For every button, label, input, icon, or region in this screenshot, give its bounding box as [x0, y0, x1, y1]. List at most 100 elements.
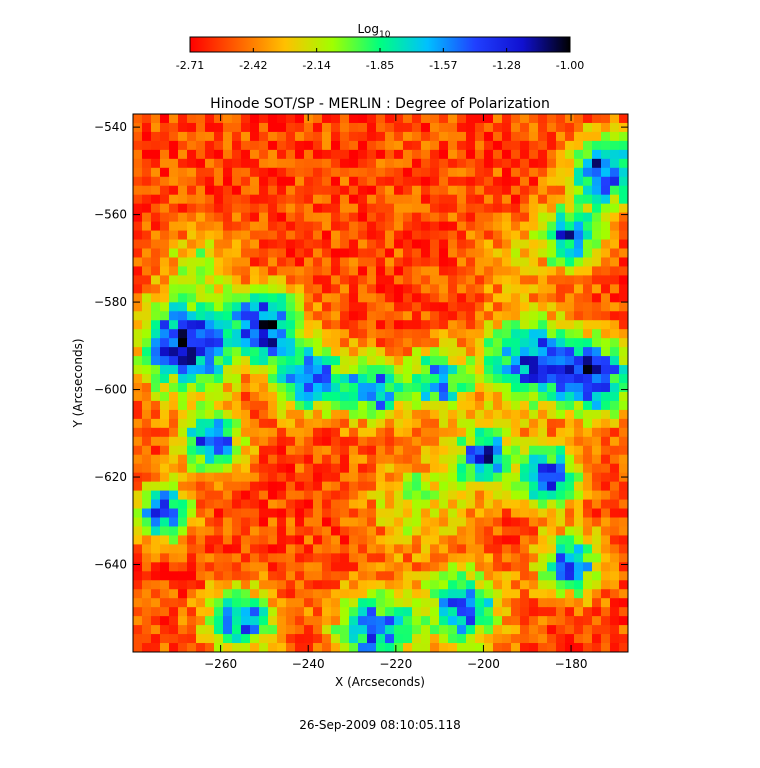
heatmap-cell [151, 257, 161, 268]
heatmap-cell [241, 203, 251, 214]
heatmap-cell [376, 481, 386, 492]
heatmap-cell [358, 643, 368, 652]
heatmap-cell [322, 140, 332, 151]
heatmap-cell [223, 194, 233, 205]
heatmap-cell [466, 400, 476, 411]
heatmap-cell [349, 347, 359, 357]
heatmap-cell [619, 158, 628, 169]
heatmap-cell [529, 149, 539, 160]
heatmap-cell [313, 257, 323, 268]
heatmap-cell [430, 643, 440, 652]
heatmap-cell [466, 580, 476, 590]
heatmap-cell [178, 122, 188, 133]
heatmap-cell [313, 338, 323, 348]
heatmap-cell [538, 562, 548, 572]
heatmap-cell [421, 374, 431, 384]
heatmap-cell [547, 616, 557, 626]
heatmap-cell [241, 472, 251, 483]
heatmap-cell [610, 338, 620, 348]
heatmap-cell [538, 284, 548, 294]
heatmap-cell [304, 365, 314, 375]
heatmap-cell [520, 347, 530, 357]
y-axis: −540−560−580−600−620−640 [94, 120, 628, 572]
heatmap-cell [241, 311, 251, 321]
heatmap-cell [358, 490, 368, 501]
heatmap-cell [403, 625, 413, 635]
heatmap-cell [394, 427, 404, 438]
heatmap-cell [385, 203, 395, 214]
heatmap-cell [160, 544, 170, 554]
heatmap-cell [133, 535, 143, 545]
heatmap-cell [502, 616, 512, 626]
heatmap-cell [169, 472, 179, 483]
heatmap-cell [430, 212, 440, 223]
heatmap-cell [268, 616, 278, 626]
heatmap-cell [610, 365, 620, 375]
heatmap-cell [466, 445, 476, 456]
heatmap-cell [214, 625, 224, 635]
heatmap-cell [187, 472, 197, 483]
heatmap-cell [304, 463, 314, 474]
heatmap-cell [178, 284, 188, 294]
heatmap-cell [574, 445, 584, 456]
x-tick-label: −220 [379, 657, 412, 671]
heatmap-cell [601, 302, 611, 312]
heatmap-cell [187, 131, 197, 142]
heatmap-cell [538, 383, 548, 393]
heatmap-cell [169, 302, 179, 312]
heatmap-cell [304, 140, 314, 151]
heatmap-cell [169, 167, 179, 178]
heatmap-cell [457, 284, 467, 294]
heatmap-cell [331, 365, 341, 375]
heatmap-cell [592, 230, 602, 241]
heatmap-cell [610, 167, 620, 178]
heatmap-cell [187, 589, 197, 599]
heatmap-cell [583, 194, 593, 205]
heatmap-cell [349, 445, 359, 456]
heatmap-cell [367, 481, 377, 492]
heatmap-cell [277, 149, 287, 160]
heatmap-cell [223, 149, 233, 160]
heatmap-cell [367, 320, 377, 330]
heatmap-cell [538, 329, 548, 339]
heatmap-cell [133, 140, 143, 151]
heatmap-cell [439, 284, 449, 294]
heatmap-cell [322, 553, 332, 563]
heatmap-cell [331, 383, 341, 393]
heatmap-cell [601, 535, 611, 545]
heatmap-cell [574, 634, 584, 644]
heatmap-cell [565, 400, 575, 411]
heatmap-cell [169, 257, 179, 268]
heatmap-cell [538, 643, 548, 652]
heatmap-cell [394, 400, 404, 411]
heatmap-cell [385, 176, 395, 187]
heatmap-cell [250, 463, 260, 474]
heatmap-cell [538, 607, 548, 617]
heatmap-cell [187, 158, 197, 169]
heatmap-cell [205, 499, 215, 510]
heatmap-cell [376, 400, 386, 411]
heatmap-cell [232, 544, 242, 554]
heatmap-cell [367, 454, 377, 465]
heatmap-cell [484, 347, 494, 357]
heatmap-cell [205, 293, 215, 303]
heatmap-cell [358, 427, 368, 438]
heatmap-cell [457, 194, 467, 205]
heatmap-cell [295, 329, 305, 339]
heatmap-cell [448, 463, 458, 474]
heatmap-cell [367, 562, 377, 572]
heatmap-cell [448, 472, 458, 483]
heatmap-cell [439, 445, 449, 456]
heatmap-cell [367, 122, 377, 133]
heatmap-cell [232, 445, 242, 456]
heatmap-cell [286, 338, 296, 348]
heatmap-cell [475, 607, 485, 617]
heatmap-cell [502, 463, 512, 474]
y-axis-label: Y (Arcseconds) [71, 338, 85, 428]
heatmap-cell [358, 284, 368, 294]
heatmap-cell [367, 607, 377, 617]
heatmap-cell [376, 580, 386, 590]
heatmap-cell [403, 221, 413, 232]
heatmap-cell [529, 176, 539, 187]
heatmap-cell [322, 490, 332, 501]
